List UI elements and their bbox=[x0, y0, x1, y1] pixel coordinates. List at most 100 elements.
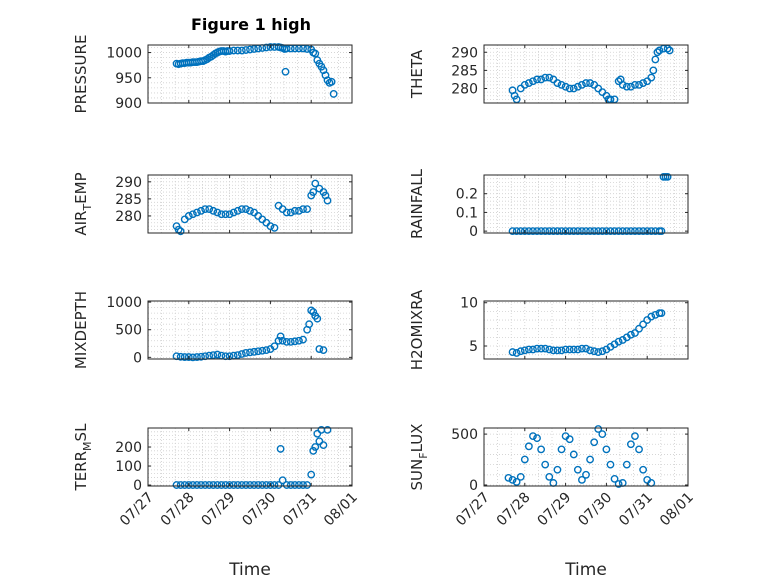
y-axis-label: TERRMSL bbox=[72, 423, 94, 492]
x-tick-label: 08/01 bbox=[657, 490, 697, 530]
data-point bbox=[569, 345, 578, 354]
data-point bbox=[586, 227, 594, 236]
y-tick-label: 285 bbox=[115, 192, 142, 208]
data-point bbox=[327, 77, 336, 86]
data-point bbox=[565, 84, 574, 93]
data-point bbox=[246, 206, 254, 215]
data-point bbox=[529, 345, 537, 354]
data-point bbox=[653, 48, 662, 57]
data-point bbox=[262, 43, 271, 52]
data-point bbox=[594, 227, 603, 236]
data-point bbox=[516, 347, 525, 356]
data-point bbox=[242, 481, 250, 489]
y-tick-label: 5 bbox=[469, 339, 478, 355]
data-point bbox=[537, 75, 546, 84]
data-point bbox=[582, 79, 590, 87]
data-point bbox=[258, 481, 267, 489]
data-point bbox=[545, 472, 554, 481]
data-point bbox=[626, 330, 635, 339]
figure-title: Figure 1 high bbox=[191, 15, 311, 34]
data-point bbox=[545, 73, 554, 82]
subplot-theta: 280 285 290 THETA bbox=[408, 44, 689, 104]
data-point bbox=[573, 345, 582, 354]
data-point bbox=[295, 206, 303, 215]
x-tick-label: 07/31 bbox=[616, 490, 656, 530]
data-point bbox=[209, 351, 218, 360]
data-point bbox=[643, 227, 652, 236]
data-point bbox=[512, 349, 521, 357]
data-point bbox=[184, 353, 193, 361]
data-point bbox=[274, 481, 283, 489]
data-point bbox=[193, 481, 201, 489]
data-point bbox=[516, 227, 525, 236]
data-point bbox=[663, 172, 672, 181]
data-point bbox=[299, 335, 307, 344]
data-point bbox=[217, 210, 226, 219]
data-point bbox=[237, 46, 246, 55]
data-point bbox=[631, 227, 639, 236]
data-point bbox=[242, 205, 250, 214]
data-point bbox=[295, 481, 303, 489]
data-point bbox=[657, 309, 666, 318]
data-point bbox=[590, 438, 599, 447]
data-point bbox=[655, 46, 664, 55]
data-point bbox=[549, 346, 558, 355]
axes-box bbox=[147, 427, 353, 487]
data-point bbox=[258, 346, 267, 355]
data-point bbox=[278, 476, 287, 485]
data-point bbox=[225, 210, 234, 219]
data-point bbox=[553, 346, 562, 355]
data-point bbox=[524, 345, 533, 354]
data-point bbox=[582, 227, 590, 236]
axes-box bbox=[483, 300, 689, 360]
subplot-h2omixra: 5 10 H2OMIXRA bbox=[408, 289, 689, 370]
y-tick-label: 0.1 bbox=[456, 205, 478, 221]
y-axis-label: RAINFALL bbox=[408, 168, 426, 239]
data-point bbox=[626, 82, 635, 91]
y-tick-label: 280 bbox=[115, 209, 142, 225]
subplot-mixdepth: 0 500 1000 MIXDEPTH bbox=[72, 291, 353, 369]
data-point bbox=[282, 337, 291, 346]
subplot-terr-msl: 0 100 200 07/27 07/28 07/29 07/30 07/31 08/01 TER… bbox=[72, 423, 361, 580]
data-point bbox=[520, 346, 529, 355]
data-point bbox=[246, 348, 254, 357]
data-point bbox=[193, 353, 201, 361]
data-point bbox=[557, 445, 566, 454]
data-point bbox=[180, 353, 189, 361]
data-point bbox=[246, 45, 254, 54]
data-point bbox=[176, 481, 185, 489]
x-tick-label: 07/27 bbox=[453, 490, 493, 530]
data-point bbox=[233, 481, 242, 489]
data-point bbox=[639, 227, 648, 236]
data-point bbox=[606, 460, 615, 469]
x-tick-label: 08/01 bbox=[321, 490, 361, 530]
data-point bbox=[233, 351, 242, 360]
y-tick-label: 0 bbox=[469, 224, 478, 240]
data-point bbox=[323, 426, 332, 434]
y-tick-label: 500 bbox=[451, 427, 478, 443]
data-point bbox=[622, 227, 631, 236]
axes-box bbox=[147, 174, 353, 234]
data-point bbox=[315, 437, 324, 446]
data-point bbox=[635, 445, 643, 454]
data-point bbox=[270, 481, 279, 489]
y-tick-label: 285 bbox=[451, 63, 478, 79]
data-point bbox=[229, 46, 238, 55]
data-point bbox=[537, 344, 546, 353]
data-point bbox=[197, 352, 205, 361]
data-point bbox=[290, 481, 299, 489]
data-point bbox=[242, 349, 250, 357]
data-point bbox=[541, 460, 550, 469]
data-point bbox=[254, 347, 263, 356]
data-point bbox=[176, 352, 185, 361]
y-tick-label: 280 bbox=[451, 82, 478, 98]
y-tick-label: 0 bbox=[133, 350, 142, 366]
data-point bbox=[524, 442, 533, 451]
data-point bbox=[311, 443, 320, 451]
data-point bbox=[213, 208, 222, 217]
data-point bbox=[309, 188, 318, 196]
y-axis-label: MIXDEPTH bbox=[72, 291, 90, 369]
data-point bbox=[647, 73, 656, 82]
data-point bbox=[649, 66, 658, 75]
